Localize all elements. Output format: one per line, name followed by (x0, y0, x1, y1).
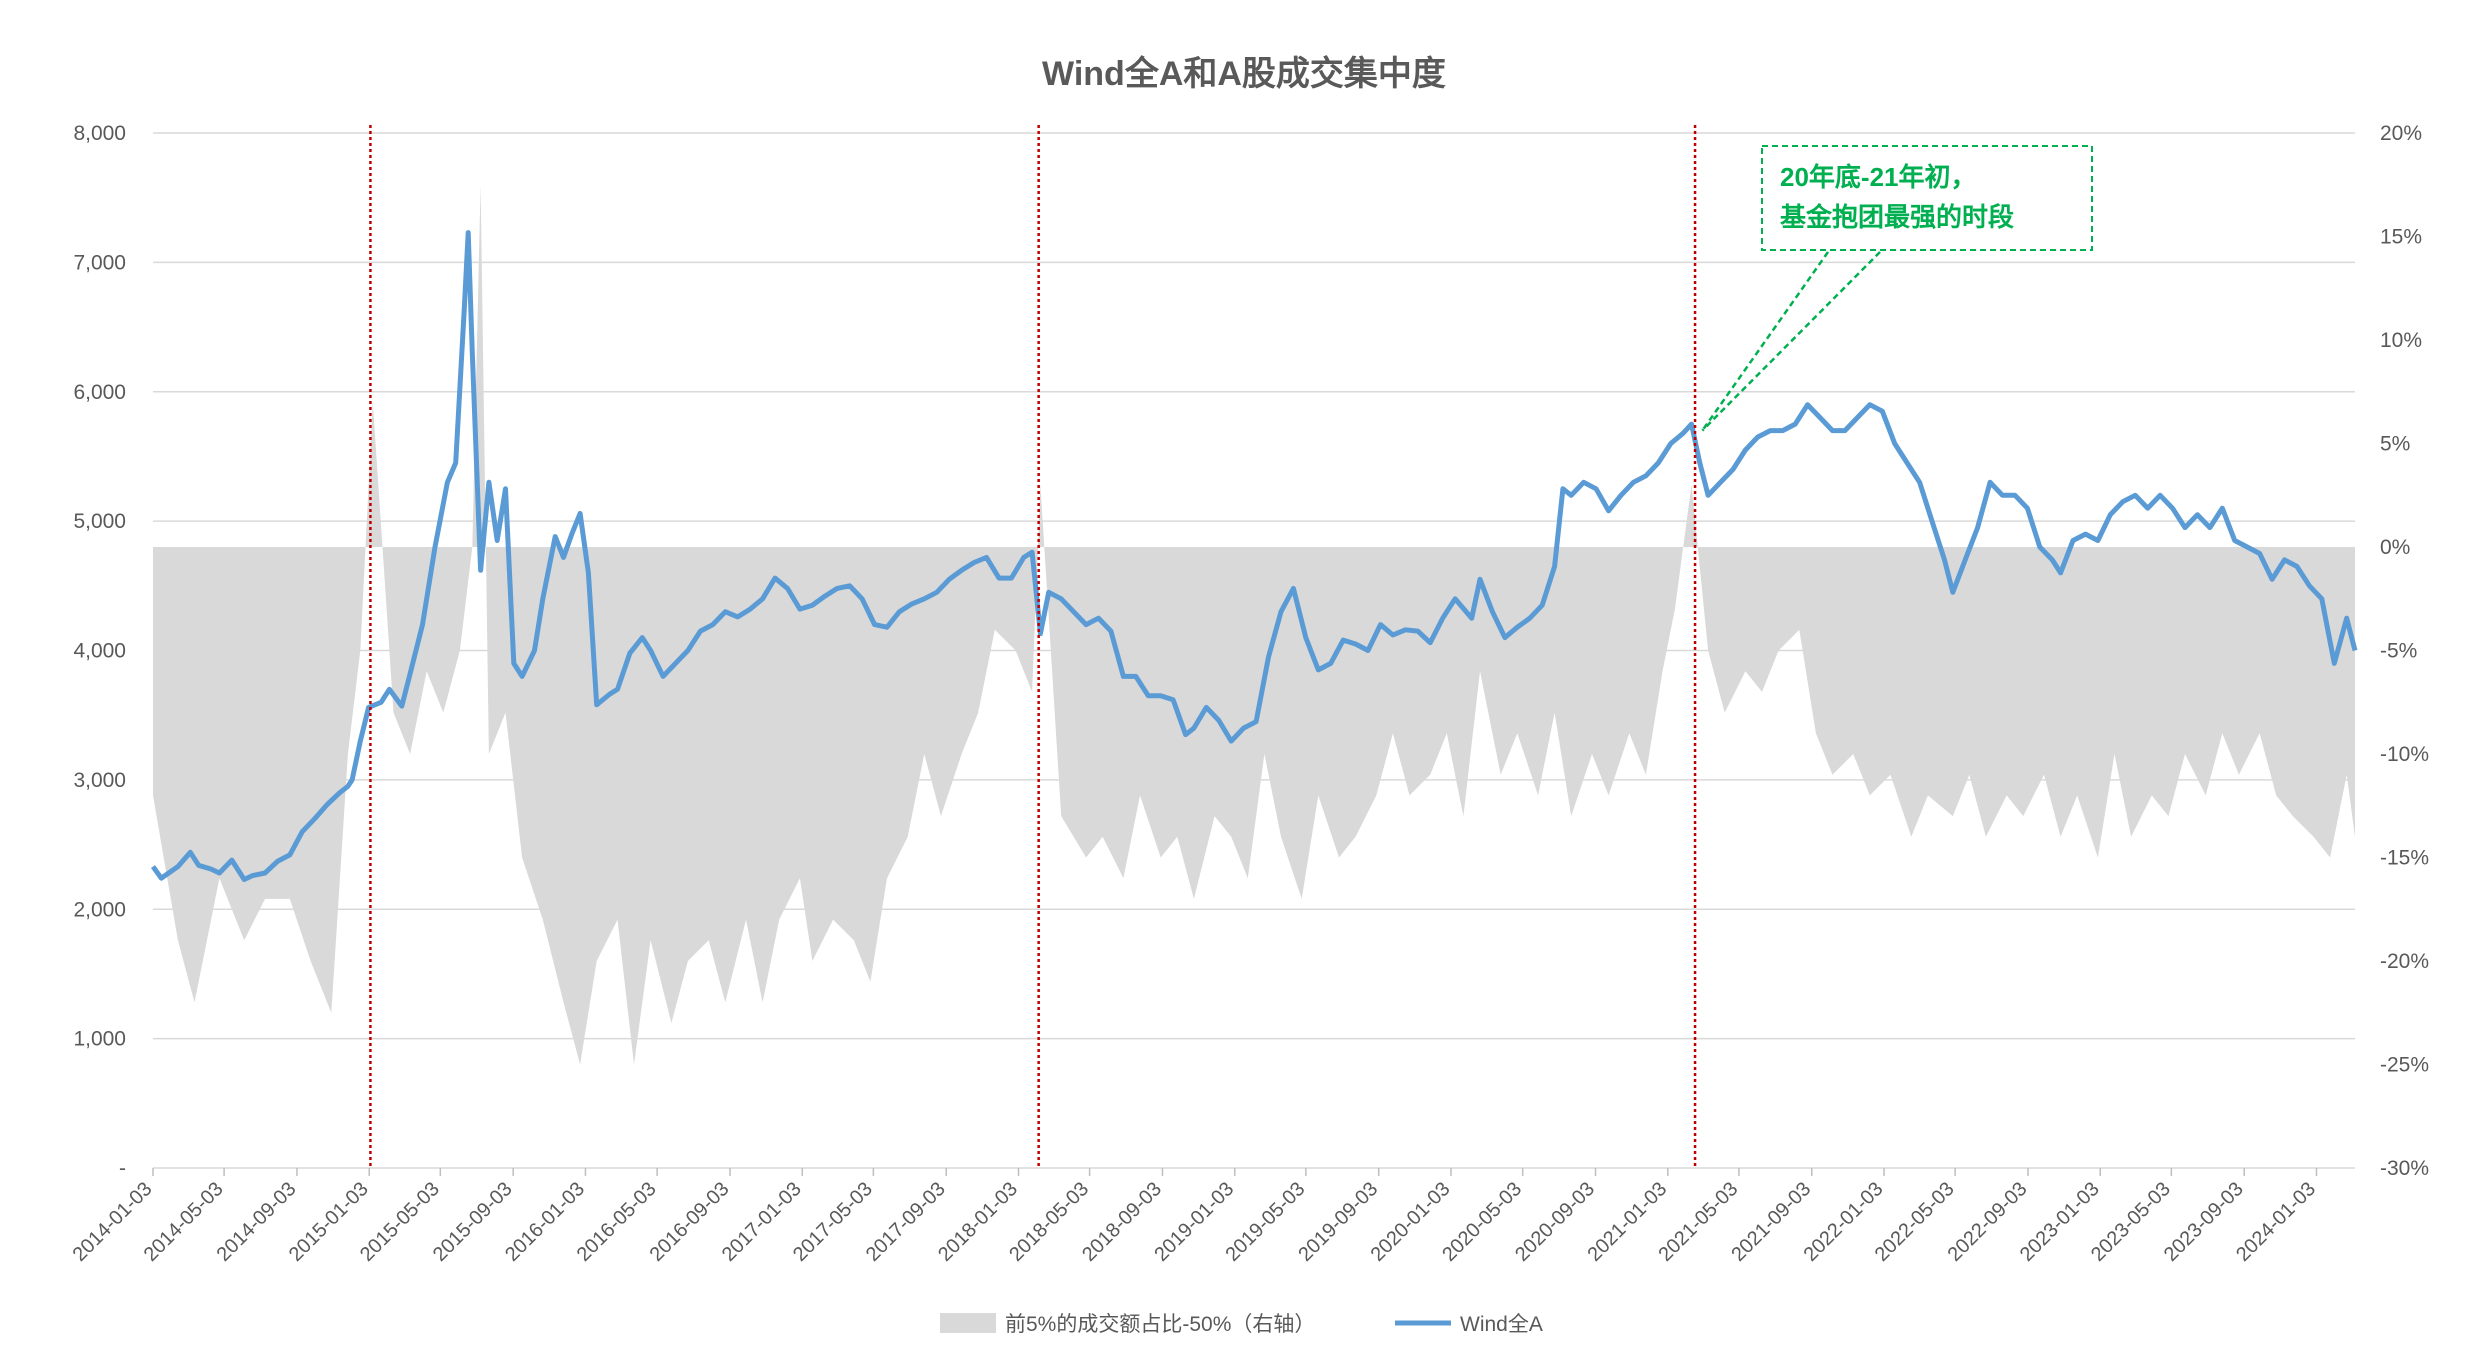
legend-swatch-area (940, 1313, 996, 1333)
annotation: 20年底-21年初， 基金抱团最强的时段 (1701, 145, 2093, 432)
y-right-tick-label: -30% (2380, 1157, 2429, 1180)
y-right-tick-label: -15% (2380, 847, 2429, 870)
annotation-line-1: 20年底-21年初， (1780, 162, 1977, 192)
legend-label-line: Wind全A (1460, 1313, 1543, 1336)
annotation-box (1761, 145, 2093, 251)
area-series-concentration (153, 184, 2355, 1065)
line-series-layer (150, 230, 2358, 882)
y-right-tick-label: 0% (2380, 536, 2410, 559)
chart-title: Wind全A和A股成交集中度 (1042, 54, 1446, 93)
y-left-tick-label: 8,000 (73, 122, 126, 145)
y-right-tick-label: -20% (2380, 950, 2429, 973)
legend: 前5%的成交额占比-50%（右轴） Wind全A (940, 1313, 1543, 1336)
legend-label-area: 前5%的成交额占比-50%（右轴） (1005, 1313, 1315, 1336)
y-left-tick-label: 1,000 (73, 1028, 126, 1051)
annotation-line-2: 基金抱团最强的时段 (1780, 202, 2014, 232)
left-y-axis: - 1,000 2,000 3,000 4,000 5,000 6,000 7,000 8,00… (73, 122, 126, 1180)
y-left-tick-label: - (119, 1157, 126, 1180)
y-left-tick-label: 7,000 (73, 251, 126, 274)
y-right-tick-label: 5% (2380, 433, 2410, 456)
y-right-tick-label: -5% (2380, 640, 2417, 663)
y-left-tick-label: 4,000 (73, 640, 126, 663)
y-right-tick-label: 10% (2380, 329, 2422, 352)
annotation-pointer-right (1701, 251, 1881, 432)
y-left-tick-label: 3,000 (73, 769, 126, 792)
y-left-tick-label: 5,000 (73, 510, 126, 533)
x-axis: 2014-01-032014-05-032014-09-032015-01-03… (69, 1168, 2320, 1266)
annotation-pointer-left (1701, 251, 1830, 432)
y-right-tick-label: -10% (2380, 743, 2429, 766)
y-right-tick-label: -25% (2380, 1054, 2429, 1077)
y-right-tick-label: 20% (2380, 122, 2422, 145)
right-y-axis: -30% -25% -20% -15% -10% -5% 0% 5% 10% 15% 20% (2380, 122, 2429, 1180)
y-left-tick-label: 6,000 (73, 381, 126, 404)
line-series-wind-a (150, 230, 2358, 882)
y-left-tick-label: 2,000 (73, 898, 126, 921)
area-series-layer (153, 184, 2355, 1065)
y-right-tick-label: 15% (2380, 226, 2422, 249)
